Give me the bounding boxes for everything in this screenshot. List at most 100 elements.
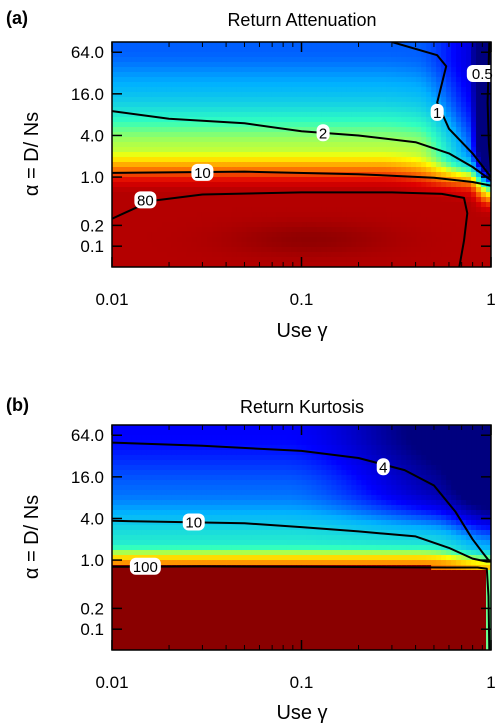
heatmap-cell	[396, 52, 402, 58]
heatmap-cell	[171, 157, 178, 163]
heatmap-cell	[301, 107, 308, 113]
heatmap-cell	[131, 52, 138, 58]
heatmap-cell	[336, 237, 342, 243]
heatmap-cell	[466, 57, 472, 63]
heatmap-cell	[361, 137, 367, 143]
heatmap-cell	[481, 252, 487, 258]
heatmap-cell	[126, 630, 133, 636]
heatmap-cell	[161, 57, 168, 63]
heatmap-cell	[206, 107, 213, 113]
heatmap-cell	[226, 97, 233, 103]
heatmap-cell	[211, 252, 218, 258]
heatmap-cell	[271, 122, 278, 128]
heatmap-cell	[301, 242, 308, 248]
heatmap-cell	[126, 565, 133, 571]
heatmap-cell	[171, 610, 178, 616]
heatmap-cell	[391, 127, 397, 133]
heatmap-cell	[161, 222, 168, 228]
heatmap-cell	[206, 460, 213, 466]
heatmap-cell	[201, 137, 208, 143]
heatmap-cell	[316, 77, 323, 83]
heatmap-cell	[376, 147, 382, 153]
heatmap-cell	[196, 575, 203, 581]
heatmap-cell	[296, 182, 303, 188]
heatmap-cell	[191, 42, 198, 48]
heatmap-cell	[211, 247, 218, 253]
heatmap-cell	[446, 167, 452, 173]
heatmap-cell	[336, 157, 342, 163]
heatmap-cell	[166, 67, 173, 73]
heatmap-cell	[326, 42, 333, 48]
heatmap-cell	[261, 167, 268, 173]
heatmap-cell	[231, 182, 238, 188]
heatmap-cell	[431, 142, 437, 148]
heatmap-cell	[466, 262, 472, 267]
heatmap-cell	[151, 510, 158, 516]
heatmap-cell	[166, 525, 173, 531]
heatmap-cell	[221, 237, 228, 243]
heatmap-cell	[191, 540, 198, 546]
heatmap-cell	[171, 177, 178, 183]
heatmap-cell	[166, 237, 173, 243]
heatmap-cell	[116, 580, 123, 586]
heatmap-cell	[166, 122, 173, 128]
heatmap-cell	[276, 257, 283, 263]
heatmap-cell	[311, 227, 318, 233]
heatmap-cell	[306, 132, 313, 138]
heatmap-cell	[256, 490, 263, 496]
heatmap-cell	[126, 212, 133, 218]
heatmap-cell	[271, 72, 278, 78]
heatmap-cell	[411, 82, 417, 88]
heatmap-cell	[116, 565, 123, 571]
heatmap-cell	[156, 540, 163, 546]
heatmap-cell	[416, 227, 422, 233]
heatmap-cell	[406, 87, 412, 93]
heatmap-cell	[141, 187, 148, 193]
heatmap-cell	[241, 630, 248, 636]
heatmap-cell	[156, 590, 163, 596]
heatmap-cell	[476, 117, 482, 123]
heatmap-cell	[371, 142, 377, 148]
heatmap-cell	[226, 610, 233, 616]
heatmap-cell	[166, 550, 173, 556]
heatmap-cell	[366, 117, 372, 123]
heatmap-cell	[156, 620, 163, 626]
heatmap-cell	[256, 207, 263, 213]
heatmap-cell	[471, 172, 477, 178]
heatmap-cell	[181, 72, 188, 78]
heatmap-cell	[316, 72, 323, 78]
heatmap-cell	[206, 540, 213, 546]
heatmap-cell	[151, 425, 158, 431]
heatmap-cell	[436, 132, 442, 138]
heatmap-cell	[256, 535, 263, 541]
heatmap-cell	[136, 475, 143, 481]
heatmap-cell	[201, 530, 208, 536]
heatmap-cell	[206, 610, 213, 616]
heatmap-cell	[351, 52, 357, 58]
heatmap-cell	[461, 82, 467, 88]
heatmap-cell	[181, 157, 188, 163]
heatmap-cell	[166, 535, 173, 541]
heatmap-cell	[456, 167, 462, 173]
heatmap-cell	[231, 77, 238, 83]
heatmap-cell	[261, 445, 268, 451]
heatmap-cell	[381, 232, 387, 238]
heatmap-cell	[256, 252, 263, 258]
heatmap-cell	[191, 187, 198, 193]
heatmap-cell	[196, 560, 203, 566]
heatmap-cell	[301, 212, 308, 218]
heatmap-cell	[171, 187, 178, 193]
heatmap-cell	[221, 232, 228, 238]
heatmap-cell	[131, 480, 138, 486]
heatmap-cell	[131, 82, 138, 88]
heatmap-cell	[216, 257, 223, 263]
heatmap-cell	[186, 585, 193, 591]
heatmap-cell	[126, 430, 133, 436]
heatmap-cell	[436, 77, 442, 83]
heatmap-cell	[216, 500, 223, 506]
heatmap-cell	[201, 635, 208, 641]
heatmap-cell	[176, 262, 183, 267]
heatmap-cell	[291, 132, 298, 138]
heatmap-cell	[216, 112, 223, 118]
